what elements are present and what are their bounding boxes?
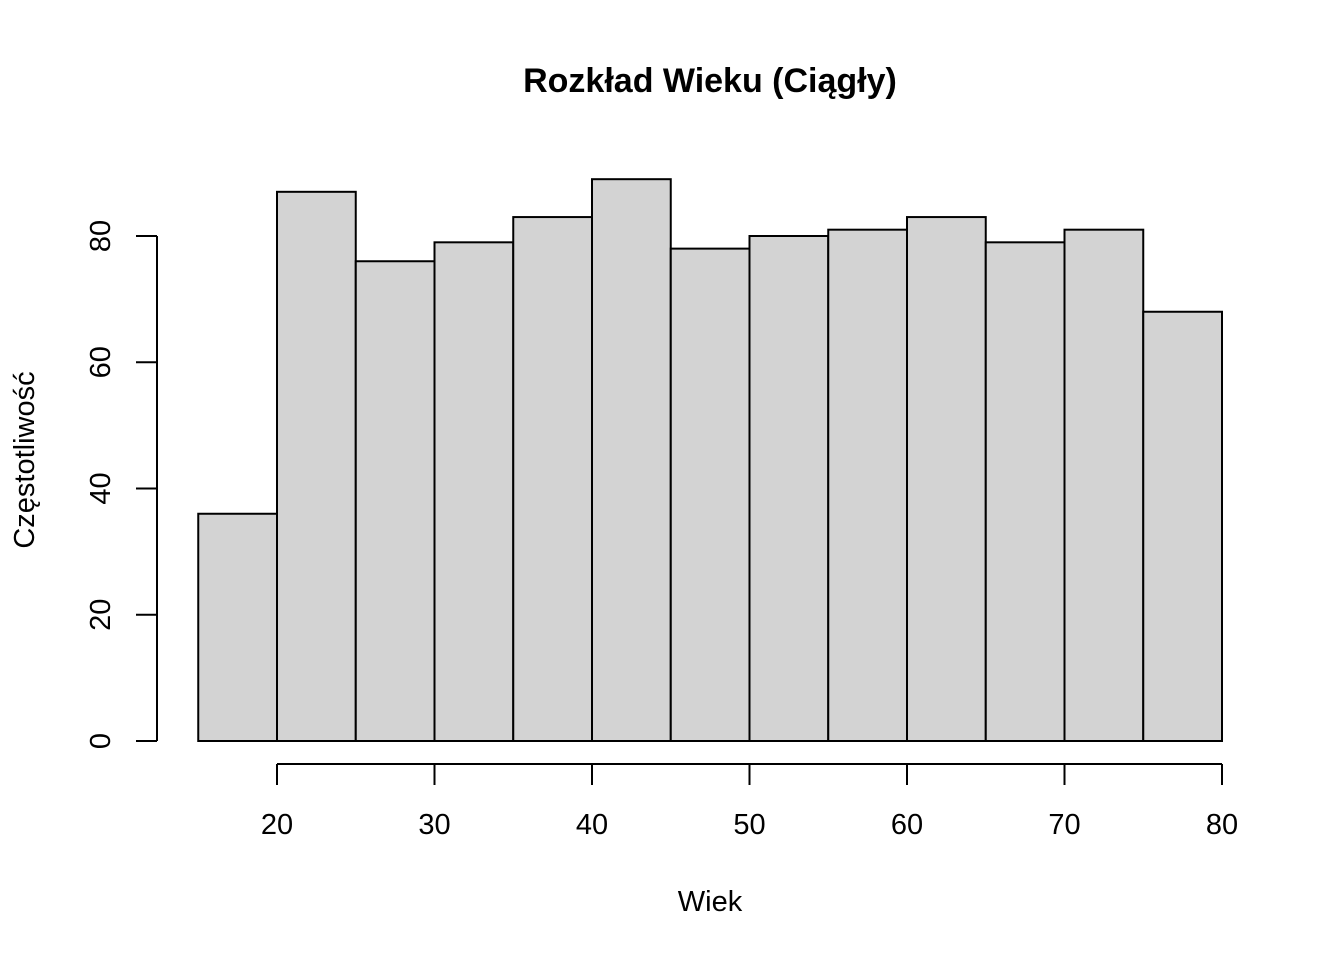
- histogram-bar-15-20: [197, 512, 278, 742]
- y-tick-label-20: 20: [85, 599, 117, 631]
- y-axis-label: Częstotliwość: [9, 371, 41, 548]
- x-axis: 20 30 40 50 60 70 80: [261, 763, 1238, 841]
- x-tick-label-70: 70: [1048, 809, 1080, 841]
- y-tick-label-40: 40: [85, 472, 117, 504]
- histogram-bar-55-60: [827, 228, 908, 742]
- histogram-bar-30-35: [433, 241, 515, 742]
- histogram-bar-20-25: [276, 190, 357, 742]
- y-tick-label-0: 0: [85, 733, 117, 749]
- y-tick-label-60: 60: [85, 346, 117, 378]
- histogram-bars: [197, 178, 1223, 742]
- histogram-bar-60-65: [906, 216, 987, 742]
- histogram-bar-35-40: [512, 216, 593, 742]
- histogram-bar-75-80: [1142, 310, 1223, 742]
- y-tick-label-80: 80: [85, 220, 117, 252]
- histogram-bar-50-55: [748, 235, 830, 742]
- histogram-bar-70-75: [1063, 228, 1145, 742]
- y-axis: 0 20 40 60 80: [85, 220, 158, 749]
- x-tick-label-60: 60: [891, 809, 923, 841]
- histogram-bar-65-70: [984, 241, 1066, 742]
- x-tick-label-30: 30: [418, 809, 450, 841]
- x-tick-label-20: 20: [261, 809, 293, 841]
- chart-title: Rozkład Wieku (Ciągły): [523, 62, 897, 100]
- histogram-bar-25-30: [354, 260, 436, 742]
- histogram-bar-40-45: [591, 178, 672, 742]
- x-axis-label: Wiek: [678, 886, 743, 918]
- x-tick-label-50: 50: [733, 809, 765, 841]
- x-tick-label-80: 80: [1206, 809, 1238, 841]
- histogram-bar-45-50: [669, 247, 751, 742]
- x-tick-label-40: 40: [576, 809, 608, 841]
